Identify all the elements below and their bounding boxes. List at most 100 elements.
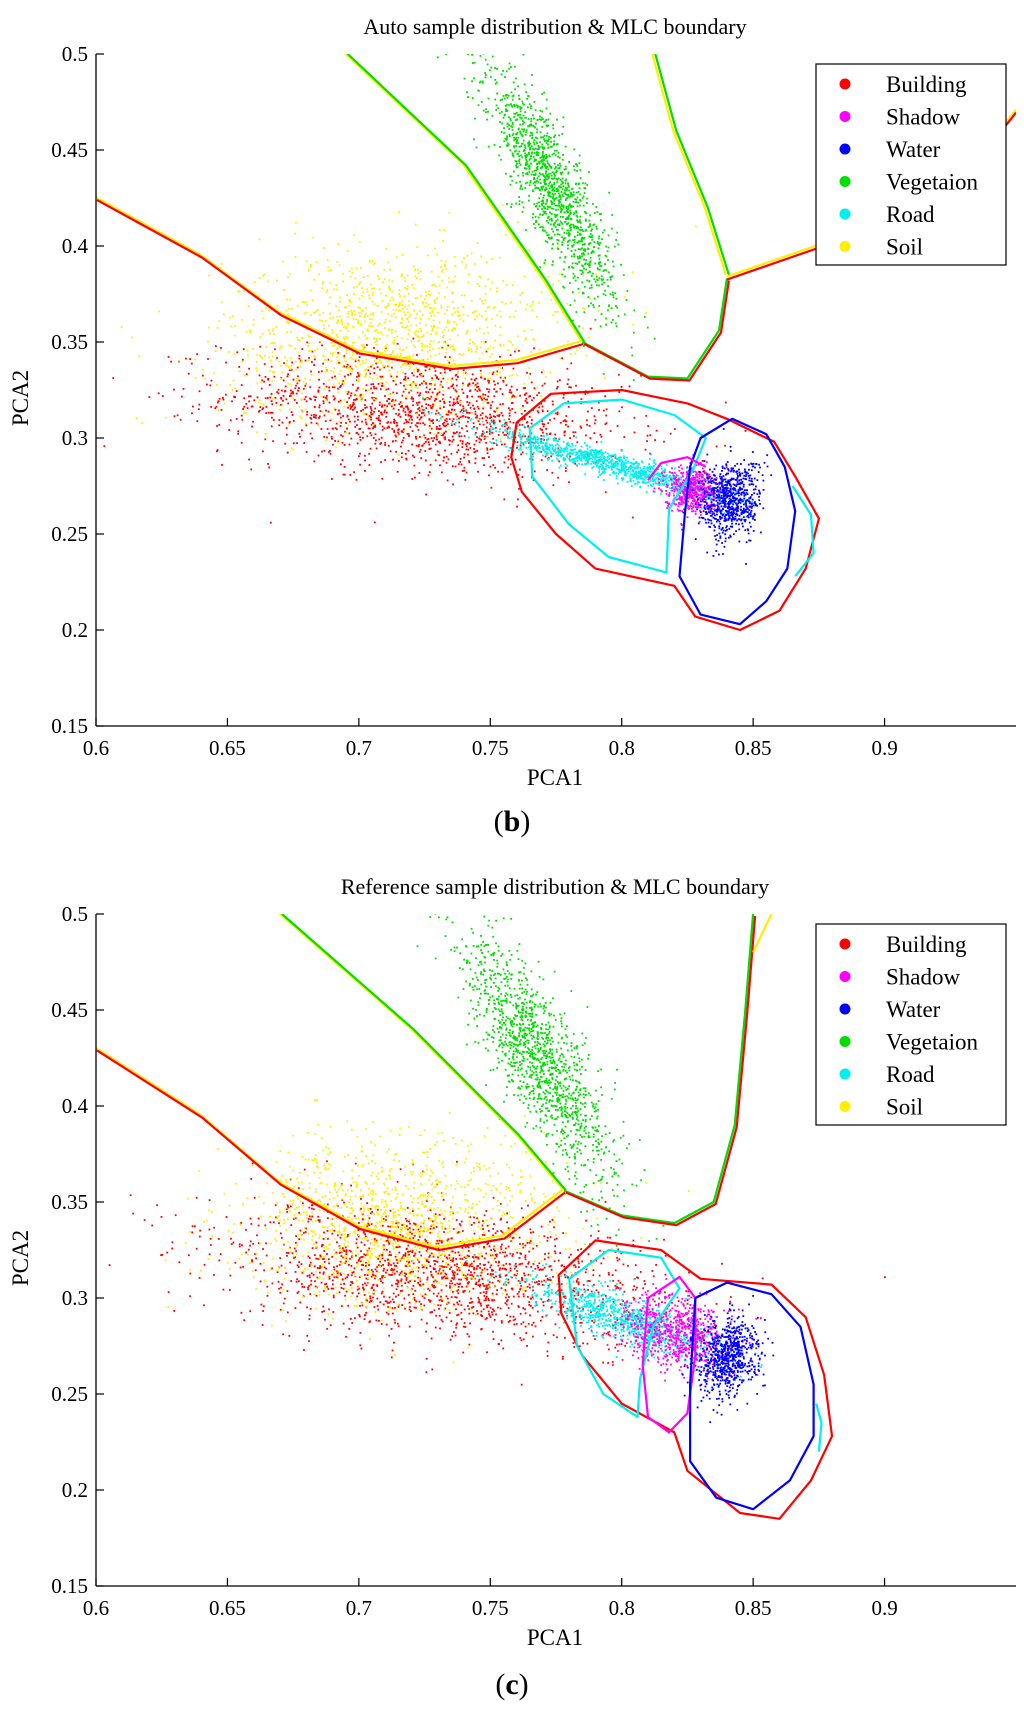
- data-point: [621, 467, 624, 470]
- data-point: [537, 187, 540, 190]
- data-point: [375, 344, 377, 346]
- data-point: [309, 432, 312, 435]
- data-point: [530, 145, 533, 148]
- data-point: [325, 366, 327, 369]
- data-point: [482, 423, 485, 426]
- data-point: [554, 204, 557, 207]
- data-point: [343, 355, 346, 357]
- data-point: [625, 474, 627, 477]
- data-point: [576, 255, 579, 258]
- data-point: [241, 360, 243, 363]
- data-point: [595, 451, 598, 454]
- data-point: [516, 505, 518, 508]
- data-point: [620, 464, 623, 466]
- data-point: [451, 424, 453, 427]
- data-point: [624, 471, 626, 473]
- data-point: [231, 389, 234, 391]
- data-point: [466, 401, 469, 403]
- data-point: [401, 304, 404, 306]
- data-point: [287, 373, 289, 376]
- data-point: [576, 452, 578, 454]
- data-point: [524, 155, 527, 157]
- data-point: [566, 465, 569, 467]
- data-point: [579, 177, 582, 179]
- data-point: [597, 247, 600, 250]
- data-point: [672, 492, 675, 495]
- data-point: [263, 273, 266, 276]
- data-point: [481, 412, 484, 415]
- data-point: [345, 348, 348, 351]
- data-point: [572, 267, 575, 269]
- data-point: [541, 186, 544, 189]
- data-point: [601, 454, 604, 457]
- data-point: [549, 181, 551, 184]
- data-point: [103, 445, 106, 447]
- data-point: [568, 459, 571, 461]
- data-point: [552, 437, 555, 440]
- data-point: [384, 327, 386, 329]
- data-point: [534, 126, 536, 129]
- data-point: [610, 456, 613, 459]
- data-point: [509, 463, 512, 466]
- data-point: [632, 470, 635, 473]
- data-point: [426, 398, 429, 401]
- data-point: [580, 426, 583, 429]
- data-point: [429, 293, 432, 296]
- data-point: [378, 401, 381, 404]
- data-point: [491, 281, 494, 284]
- data-point: [519, 131, 522, 133]
- data-point: [554, 192, 556, 195]
- data-point: [607, 234, 610, 237]
- data-point: [596, 464, 598, 467]
- data-point: [540, 136, 542, 139]
- data-point: [532, 300, 534, 303]
- data-point: [526, 173, 529, 176]
- data-point: [220, 263, 223, 265]
- data-point: [222, 313, 225, 316]
- data-point: [373, 337, 376, 339]
- data-point: [343, 381, 345, 384]
- data-point: [148, 396, 151, 398]
- data-point: [485, 350, 488, 353]
- data-point: [524, 440, 527, 443]
- data-point: [542, 229, 545, 232]
- data-point: [436, 297, 438, 300]
- data-point: [493, 442, 495, 445]
- data-point: [496, 370, 499, 373]
- data-point: [506, 96, 509, 99]
- data-point: [437, 326, 439, 329]
- data-point: [665, 485, 667, 488]
- data-point: [629, 465, 632, 468]
- data-point: [550, 237, 553, 239]
- data-point: [354, 394, 356, 396]
- data-point: [547, 140, 550, 142]
- data-point: [572, 460, 575, 463]
- data-point: [476, 428, 478, 431]
- data-point: [504, 302, 507, 305]
- data-point: [309, 397, 311, 400]
- data-point: [595, 228, 598, 230]
- data-point: [349, 394, 352, 397]
- data-point: [521, 134, 524, 137]
- data-point: [333, 288, 335, 291]
- data-point: [626, 290, 629, 292]
- data-point: [587, 336, 590, 339]
- data-point: [459, 439, 462, 442]
- data-point: [536, 441, 539, 443]
- data-point: [620, 470, 623, 473]
- data-point: [490, 432, 492, 435]
- data-point: [642, 472, 645, 475]
- data-point: [419, 278, 422, 281]
- data-point: [428, 349, 431, 351]
- data-point: [245, 403, 248, 405]
- data-point: [629, 470, 631, 473]
- data-point: [435, 438, 438, 441]
- data-point: [407, 311, 409, 314]
- data-point: [534, 147, 537, 150]
- data-point: [408, 368, 411, 370]
- data-point: [455, 390, 458, 393]
- data-point: [612, 466, 615, 469]
- data-point: [607, 465, 610, 467]
- data-point: [396, 434, 399, 436]
- data-point: [545, 98, 548, 101]
